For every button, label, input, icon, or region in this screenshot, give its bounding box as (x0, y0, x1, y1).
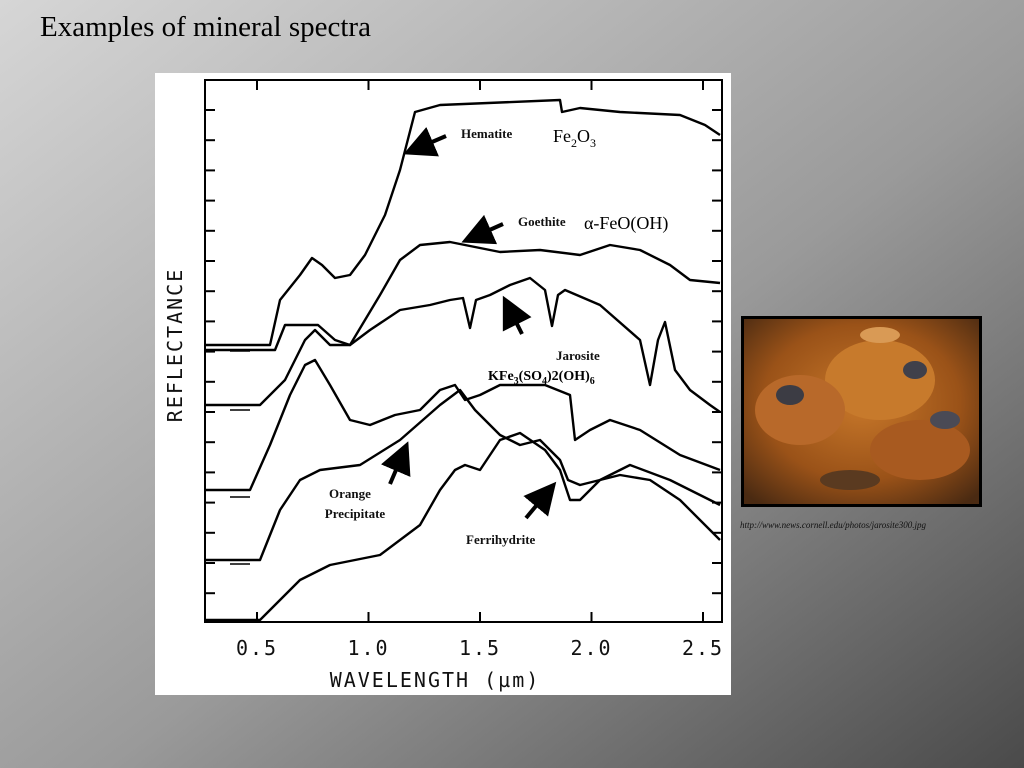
mineral-name: Jarosite (556, 348, 600, 363)
mineral-name: Goethite (518, 214, 566, 229)
mineral-formula: Fe2O3 (553, 126, 596, 150)
mineral-formula: α-FeO(OH) (584, 213, 668, 234)
spectrum-curve (205, 98, 721, 347)
x-tick-label: 2.0 (570, 636, 612, 660)
x-tick-label: 1.0 (347, 636, 389, 660)
figure-background (155, 73, 731, 695)
spectrum-curve (205, 388, 721, 562)
spectrum-curve (205, 358, 721, 492)
x-axis-label: WAVELENGTH (µm) (330, 668, 541, 692)
x-tick-labels: 0.5 1.0 1.5 2.0 2.5 (236, 636, 724, 660)
spectrum-curve (205, 431, 721, 622)
mineral-name: Orange (329, 486, 371, 501)
arrows (380, 126, 557, 520)
x-tick-label: 2.5 (682, 636, 724, 660)
spectrum-curve (205, 276, 721, 413)
spectrum-curve (205, 240, 721, 352)
mineral-name: Ferrihydrite (466, 532, 536, 547)
photo (741, 316, 982, 507)
slide-title: Examples of mineral spectra (40, 11, 371, 43)
frame-ticks (205, 80, 722, 622)
x-tick-label: 1.5 (459, 636, 501, 660)
mineral-name: Precipitate (325, 506, 386, 521)
x-tick-label: 0.5 (236, 636, 278, 660)
photo-caption: http://www.news.cornell.edu/photos/jaros… (740, 520, 926, 530)
spectra (205, 98, 721, 622)
mineral-formula: KFe3(SO4)2(OH)6 (488, 369, 595, 387)
figure: Hematite Fe2O3 Goethite α-FeO(OH) Jarosi… (155, 73, 731, 695)
y-axis-label: REFLECTANCE (163, 268, 187, 422)
mineral-name: Hematite (461, 126, 512, 141)
